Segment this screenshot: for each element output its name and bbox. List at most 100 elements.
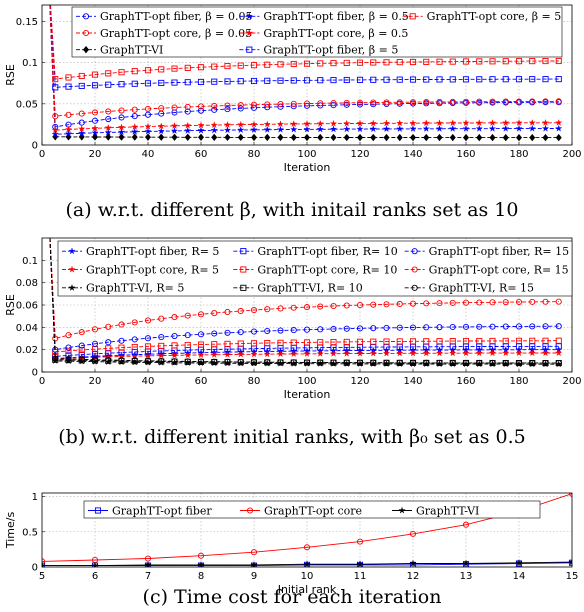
data-point <box>105 133 112 141</box>
data-point <box>423 76 430 83</box>
data-point <box>104 128 112 136</box>
legend-marker <box>240 284 247 291</box>
data-point <box>436 300 443 307</box>
data-point <box>211 341 218 348</box>
data-point <box>449 76 456 83</box>
data-point <box>449 124 457 132</box>
data-point <box>568 559 572 566</box>
data-point <box>224 106 231 113</box>
data-point <box>382 125 391 133</box>
data-point <box>144 335 152 342</box>
legend-marker <box>411 284 418 291</box>
data-point <box>329 119 338 127</box>
data-point <box>436 98 443 105</box>
x-tick-label: 60 <box>195 376 208 387</box>
data-point <box>91 109 99 116</box>
data-point <box>462 521 470 528</box>
data-point <box>250 104 258 111</box>
data-point <box>224 78 231 85</box>
data-point <box>502 133 509 142</box>
data-point <box>211 106 218 113</box>
x-tick-label: 120 <box>350 149 369 160</box>
legend-label: GraphTT-opt core, β = 0.05 <box>100 27 252 40</box>
data-point <box>51 130 59 138</box>
legend-label: GraphTT-opt core, R= 10 <box>257 263 397 276</box>
data-point <box>237 126 245 134</box>
data-point <box>290 120 298 128</box>
series-line <box>49 238 559 364</box>
x-tick-label: 13 <box>460 571 473 582</box>
x-tick-label: 140 <box>403 376 422 387</box>
legend-marker <box>94 507 102 514</box>
data-point <box>105 115 112 123</box>
data-point <box>541 118 550 126</box>
data-point <box>330 133 337 142</box>
x-tick-label: 60 <box>195 149 208 160</box>
data-point <box>409 300 417 307</box>
data-point <box>250 101 258 108</box>
data-point <box>343 338 350 345</box>
x-tick-label: 120 <box>350 376 369 387</box>
data-point <box>264 101 271 108</box>
data-point <box>356 99 364 106</box>
data-point <box>409 324 417 331</box>
data-point <box>211 330 218 337</box>
data-point <box>369 119 377 127</box>
data-point <box>436 338 443 345</box>
x-tick-label: 8 <box>198 571 204 582</box>
data-point <box>78 346 85 354</box>
data-point <box>304 133 310 142</box>
plot-frame <box>41 4 573 146</box>
data-point <box>356 325 364 332</box>
data-point <box>170 127 179 135</box>
series-group <box>42 493 572 567</box>
data-point <box>277 359 284 366</box>
data-point <box>436 133 443 142</box>
legend-label: GraphTT-opt fiber <box>112 504 212 517</box>
data-point <box>555 323 562 330</box>
data-point <box>118 357 125 364</box>
data-point <box>410 133 416 142</box>
data-point <box>290 339 297 346</box>
data-point <box>158 334 165 341</box>
data-point <box>250 340 258 347</box>
y-tick-label: 1 <box>32 492 38 503</box>
data-point <box>263 125 271 133</box>
data-point <box>462 359 470 366</box>
data-point <box>211 358 218 365</box>
data-point <box>250 549 258 556</box>
data-point <box>303 77 311 84</box>
x-tick-label: 15 <box>566 571 579 582</box>
data-point <box>250 350 258 358</box>
data-point <box>502 323 509 330</box>
data-point <box>435 124 444 132</box>
data-point <box>396 338 403 345</box>
y-tick-label: 0.05 <box>16 99 38 110</box>
data-point <box>568 493 572 497</box>
data-point <box>78 342 85 349</box>
data-point <box>250 328 258 335</box>
legend-label: GraphTT-opt fiber, β = 5 <box>263 43 398 56</box>
data-point <box>568 558 572 566</box>
legend-box <box>71 6 563 58</box>
data-point <box>396 99 403 106</box>
data-point <box>184 312 191 319</box>
data-point <box>91 71 99 78</box>
data-point <box>171 65 178 72</box>
data-point <box>356 101 364 108</box>
legend-marker <box>411 266 418 273</box>
data-point <box>131 80 138 87</box>
data-point <box>436 58 443 65</box>
data-point <box>515 98 523 105</box>
data-point <box>436 76 443 83</box>
data-point <box>144 111 152 118</box>
data-point <box>104 123 112 131</box>
data-point <box>65 355 72 363</box>
data-point <box>237 329 244 336</box>
data-point <box>343 349 351 357</box>
legend-item: GraphTT-opt core, β = 0.5 <box>239 27 408 40</box>
data-point <box>118 133 125 141</box>
data-point <box>264 133 271 142</box>
legend-item: GraphTT-VI, R= 10 <box>233 282 363 295</box>
data-point <box>476 323 483 330</box>
